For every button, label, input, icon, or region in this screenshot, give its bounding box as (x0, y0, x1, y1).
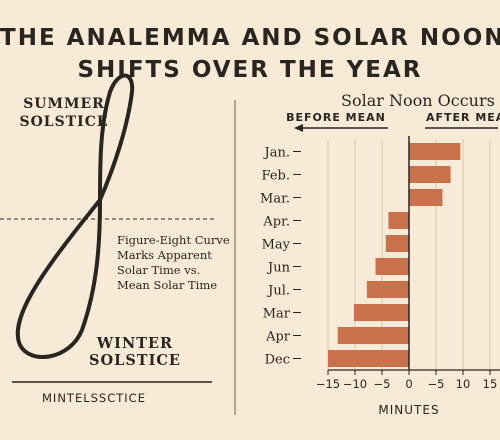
bars-layer (328, 143, 461, 367)
winter-solstice-label-2: SOLSTICE (89, 352, 181, 369)
bar (409, 189, 443, 206)
bar (385, 235, 409, 252)
bar (353, 304, 409, 321)
category-label: Mar. (260, 192, 290, 207)
category-label: Jul. (266, 284, 290, 299)
x-tick-label: 15 (483, 377, 498, 391)
bar (375, 258, 409, 275)
category-label: Jun (266, 261, 291, 276)
x-tick-label: −15 (316, 377, 340, 391)
title-line-1: THE ANALEMMA AND SOLAR NOON (0, 25, 500, 51)
chart-title: Solar Noon Occurs (341, 91, 495, 110)
x-tick-label: 0 (405, 377, 412, 391)
bar (337, 327, 409, 344)
bar (366, 281, 409, 298)
summer-solstice-label-2: SOLSTICE (19, 114, 108, 130)
bottom-label: MINTELSSCTICE (42, 391, 146, 405)
before-mean-arrowhead (294, 124, 303, 132)
x-tick-label: −5 (374, 377, 391, 391)
bar (328, 350, 409, 367)
category-label: Mar (263, 307, 291, 322)
bar (409, 143, 461, 160)
x-tick-label: −10 (343, 377, 367, 391)
x-tick-label: 10 (456, 377, 471, 391)
curve-note-3: Solar Time vs. (117, 263, 200, 277)
winter-solstice-label-1: WINTER (96, 335, 173, 352)
category-label: May (262, 238, 291, 253)
analemma-curve (15, 73, 135, 359)
title-line-2: SHIFTS OVER THE YEAR (77, 57, 423, 83)
before-mean-label: BEFORE MEAN (286, 111, 386, 124)
after-mean-label: AFTER MEAN (426, 111, 500, 124)
bar (409, 166, 451, 183)
x-axis-label: MINUTES (378, 403, 439, 417)
category-label: Apr. (262, 215, 290, 230)
curve-note-2: Marks Apparent (117, 248, 212, 262)
bar (388, 212, 409, 229)
page-title: THE ANALEMMA AND SOLAR NOON SHIFTS OVER … (0, 22, 500, 86)
category-label: Jan. (263, 146, 290, 161)
category-label: Apr (265, 330, 291, 345)
curve-note-1: Figure-Eight Curve (117, 233, 230, 247)
analemma-panel: SUMMER SOLSTICE Figure-Eight Curve Marks… (0, 73, 236, 415)
x-tick-label: −5 (428, 377, 445, 391)
summer-solstice-label-1: SUMMER (23, 96, 105, 112)
category-label: Feb. (262, 169, 290, 184)
axis-layer: −15 −10 −5 0 −5 10 15 Jan. Feb. Mar. Apr. May Jun Jul… (260, 136, 500, 391)
category-label: Dec (265, 353, 290, 368)
curve-note-4: Mean Solar Time (117, 278, 217, 292)
